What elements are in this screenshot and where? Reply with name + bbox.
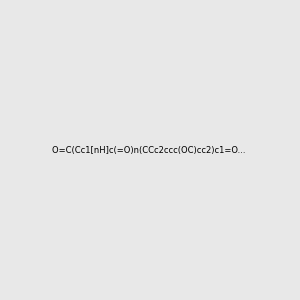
Text: O=C(Cc1[nH]c(=O)n(CCc2ccc(OC)cc2)c1=O...: O=C(Cc1[nH]c(=O)n(CCc2ccc(OC)cc2)c1=O... xyxy=(52,146,248,154)
